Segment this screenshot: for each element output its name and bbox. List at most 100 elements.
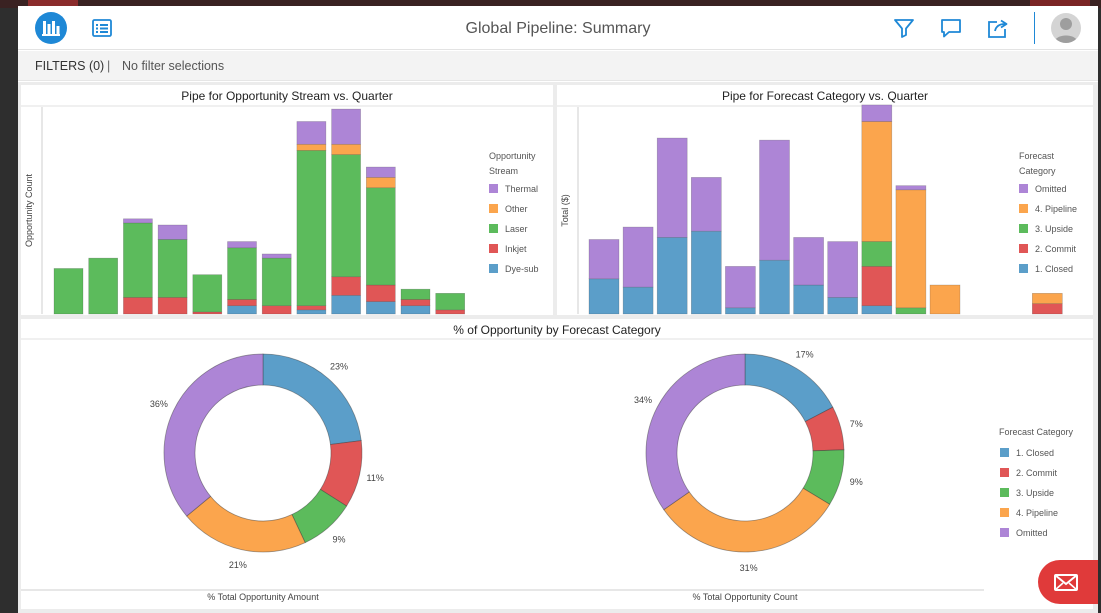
bar-segment-1-closed-5 <box>725 307 756 315</box>
app-window: Global Pipeline: Summary <box>18 6 1098 613</box>
legend-title-line-1: Opportunity <box>489 151 536 161</box>
home-button[interactable] <box>35 12 67 44</box>
legend-label-omitted: Omitted <box>1035 184 1067 194</box>
bar-segment-1-closed-1 <box>588 278 620 315</box>
donut-slice-1-closed <box>744 353 834 423</box>
user-avatar-icon <box>1054 18 1078 43</box>
chart-title-opportunity-stream: Pipe for Opportunity Stream vs. Quarter <box>181 89 393 103</box>
bar-segment-inkjet-11 <box>400 299 431 307</box>
user-avatar[interactable] <box>1051 13 1081 43</box>
donut-label-omitted: 34% <box>634 395 652 405</box>
chart-donuts: 23% 11% 9% 21% 36% 17% 7% 9% 31% 34% % Total Oppor… <box>21 338 1093 602</box>
bar-segment-thermal-3 <box>123 218 153 224</box>
header-divider <box>1034 12 1035 44</box>
panel-opportunity-stream[interactable]: Pipe for Opportunity Stream vs. Quarter … <box>21 85 553 315</box>
legend-label-2-commit: 2. Commit <box>1016 468 1058 478</box>
x-axis-label-amount: % Total Opportunity Amount <box>207 592 319 602</box>
legend-label-1-closed: 1. Closed <box>1035 264 1073 274</box>
legend-swatch-3-upside <box>1019 224 1028 233</box>
bar-segment-other-9 <box>331 143 361 155</box>
donut-slice-omitted <box>645 353 746 511</box>
bar-segment-1-closed-4 <box>691 230 722 315</box>
legend-swatch-2-commit <box>1019 244 1028 253</box>
background-strip <box>0 0 1101 8</box>
bar-segment-dye-sub-8 <box>296 309 327 315</box>
bar-segment-thermal-7 <box>261 253 292 259</box>
filter-icon <box>894 19 914 38</box>
filter-bar: FILTERS (0) | No filter selections <box>18 51 1098 81</box>
bar-segment-thermal-4 <box>157 224 188 240</box>
bar-segment-2-commit-9 <box>861 266 893 307</box>
list-icon <box>92 19 112 37</box>
donut-label-1-closed: 17% <box>796 350 814 360</box>
bar-segment-1-closed-6 <box>759 259 790 315</box>
filters-toggle[interactable]: FILTERS (0) <box>35 59 105 73</box>
bar-segment-omitted-3 <box>656 137 688 238</box>
legend-title-line-2: Category <box>1019 166 1056 176</box>
chart-title-forecast-category: Pipe for Forecast Category vs. Quarter <box>721 89 929 103</box>
donut-label-2-commit: 7% <box>850 419 863 429</box>
bar-segment-dye-sub-10 <box>365 301 396 315</box>
chart-title-donuts: % of Opportunity by Forecast Category <box>453 323 661 337</box>
legend-label-inkjet: Inkjet <box>505 244 527 254</box>
bar-segment-inkjet-3 <box>123 297 153 315</box>
bar-segment-4-pipeline-10 <box>895 189 927 309</box>
chart-forecast-category: Total ($) Forecast Category Omitted 4. Pipel… <box>557 104 1093 315</box>
panel-opportunity-percent[interactable]: % of Opportunity by Forecast Category 23… <box>21 319 1093 609</box>
bar-segment-3-upside-10 <box>895 307 927 315</box>
bar-segment-4-pipeline-11 <box>929 284 961 315</box>
bar-segment-thermal-6 <box>227 241 257 249</box>
legend-swatch-4-pipeline <box>1019 204 1028 213</box>
filter-button[interactable] <box>892 16 916 40</box>
legend-label-omitted: Omitted <box>1016 528 1048 538</box>
bar-segment-inkjet-9 <box>331 276 361 296</box>
donut-label-4-pipeline: 31% <box>740 563 758 573</box>
legend-swatch-2-commit <box>1000 468 1009 477</box>
bar-segment-laser-7 <box>261 257 292 307</box>
share-button[interactable] <box>986 16 1010 40</box>
bar-segment-omitted-9 <box>861 104 893 122</box>
bar-segment-laser-12 <box>435 293 466 311</box>
filter-separator: | <box>107 59 111 73</box>
list-view-button[interactable] <box>91 17 113 39</box>
legend-swatch-inkjet <box>489 244 498 253</box>
legend-swatch-other <box>489 204 498 213</box>
x-axis-label-count: % Total Opportunity Count <box>693 592 798 602</box>
legend-label-other: Other <box>505 204 528 214</box>
comment-button[interactable] <box>939 16 963 40</box>
legend-label-4-pipeline: 4. Pipeline <box>1035 204 1077 214</box>
legend-label-thermal: Thermal <box>505 184 538 194</box>
mail-button[interactable] <box>1038 560 1098 604</box>
bar-segment-laser-4 <box>157 239 188 298</box>
bar-segment-other-10 <box>365 177 396 189</box>
legend-label-4-pipeline: 4. Pipeline <box>1016 508 1058 518</box>
legend-label-3-upside: 3. Upside <box>1016 488 1054 498</box>
bar-segment-omitted-2 <box>622 226 654 288</box>
donut-label-3-upside: 9% <box>850 477 863 487</box>
panel-forecast-category[interactable]: Pipe for Forecast Category vs. Quarter T… <box>557 85 1093 315</box>
bar-segment-other-8 <box>296 143 327 151</box>
legend-swatch-omitted <box>1019 184 1028 193</box>
bar-segment-laser-9 <box>331 154 361 278</box>
bar-segment-1-closed-2 <box>622 286 654 315</box>
filter-status: No filter selections <box>122 59 225 73</box>
bar-segment-4-pipeline-14 <box>1031 293 1063 304</box>
legend-swatch-laser <box>489 224 498 233</box>
bar-segment-laser-6 <box>227 247 257 300</box>
legend-swatch-omitted <box>1000 528 1009 537</box>
bar-segment-omitted-5 <box>725 266 756 309</box>
bar-segment-omitted-8 <box>827 241 859 298</box>
bar-segment-1-closed-7 <box>793 284 824 315</box>
legend-label-1-closed: 1. Closed <box>1016 448 1054 458</box>
legend-label-2-commit: 2. Commit <box>1035 244 1077 254</box>
bar-segment-dye-sub-6 <box>227 305 257 315</box>
home-icon <box>42 21 60 36</box>
page-title: Global Pipeline: Summary <box>465 20 651 37</box>
legend-title-line-1: Forecast <box>1019 151 1055 161</box>
dashboard: Pipe for Opportunity Stream vs. Quarter … <box>18 82 1098 613</box>
bar-segment-omitted-4 <box>691 177 722 232</box>
share-icon <box>988 19 1008 38</box>
bar-segment-2-commit-14 <box>1031 303 1063 315</box>
bar-segment-dye-sub-11 <box>400 305 431 315</box>
bar-segment-inkjet-6 <box>227 299 257 307</box>
